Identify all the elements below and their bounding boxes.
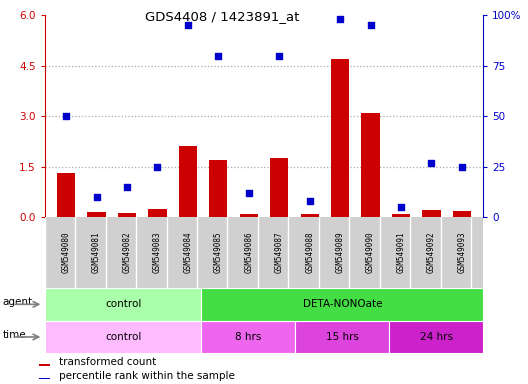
- Text: GSM549086: GSM549086: [244, 232, 253, 273]
- Text: percentile rank within the sample: percentile rank within the sample: [59, 371, 235, 381]
- Bar: [452, 211, 471, 217]
- Point: [153, 164, 162, 170]
- Bar: [201, 321, 295, 353]
- Text: GDS4408 / 1423891_at: GDS4408 / 1423891_at: [145, 10, 299, 23]
- Point: [244, 190, 253, 196]
- Point: [214, 53, 223, 59]
- Point: [427, 159, 436, 166]
- Bar: [45, 321, 201, 353]
- Point: [92, 194, 101, 200]
- Bar: [389, 321, 483, 353]
- Text: GSM549081: GSM549081: [92, 232, 101, 273]
- Text: GSM549082: GSM549082: [122, 232, 131, 273]
- Point: [184, 22, 192, 28]
- Text: GSM549088: GSM549088: [305, 232, 314, 273]
- Text: GSM549091: GSM549091: [397, 232, 406, 273]
- Bar: [57, 173, 76, 217]
- Text: control: control: [105, 332, 142, 342]
- Text: GSM549093: GSM549093: [457, 232, 466, 273]
- Text: GSM549085: GSM549085: [214, 232, 223, 273]
- Point: [275, 53, 284, 59]
- Point: [123, 184, 131, 190]
- Point: [305, 198, 314, 204]
- Point: [62, 113, 70, 119]
- Text: GSM549083: GSM549083: [153, 232, 162, 273]
- Bar: [295, 321, 389, 353]
- Bar: [361, 113, 380, 217]
- Bar: [39, 364, 50, 366]
- Text: agent: agent: [3, 297, 33, 308]
- Text: 15 hrs: 15 hrs: [326, 332, 359, 342]
- Text: GSM549089: GSM549089: [336, 232, 345, 273]
- Text: DETA-NONOate: DETA-NONOate: [303, 299, 382, 310]
- Bar: [270, 158, 288, 217]
- Bar: [201, 288, 483, 321]
- Bar: [331, 59, 349, 217]
- Text: 8 hrs: 8 hrs: [235, 332, 261, 342]
- Text: control: control: [105, 299, 142, 310]
- Point: [366, 22, 375, 28]
- Bar: [392, 214, 410, 217]
- Bar: [118, 213, 136, 217]
- Bar: [148, 209, 167, 217]
- Point: [397, 204, 405, 210]
- Text: GSM549090: GSM549090: [366, 232, 375, 273]
- Text: GSM549087: GSM549087: [275, 232, 284, 273]
- Bar: [179, 146, 197, 217]
- Text: GSM549080: GSM549080: [62, 232, 71, 273]
- Text: 24 hrs: 24 hrs: [420, 332, 452, 342]
- Text: GSM549092: GSM549092: [427, 232, 436, 273]
- Text: GSM549084: GSM549084: [183, 232, 192, 273]
- Bar: [209, 160, 228, 217]
- Bar: [240, 214, 258, 217]
- Point: [458, 164, 466, 170]
- Bar: [300, 214, 319, 217]
- Bar: [45, 288, 201, 321]
- Text: transformed count: transformed count: [59, 357, 156, 367]
- Bar: [422, 210, 440, 217]
- Point: [336, 17, 344, 23]
- Text: time: time: [3, 330, 26, 340]
- Bar: [88, 212, 106, 217]
- Bar: [39, 378, 50, 379]
